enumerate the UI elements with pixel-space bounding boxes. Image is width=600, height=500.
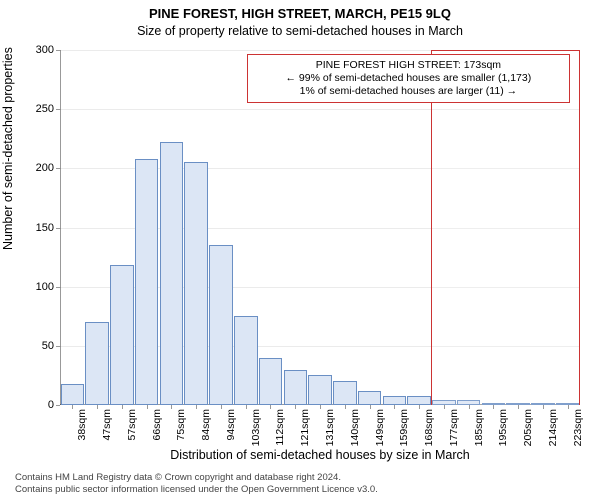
x-tick-label: 223sqm bbox=[572, 409, 584, 446]
bar bbox=[85, 322, 109, 405]
x-tick-label: 185sqm bbox=[473, 409, 485, 446]
x-tick-mark bbox=[419, 405, 420, 409]
x-tick-mark bbox=[147, 405, 148, 409]
x-tick-mark bbox=[270, 405, 271, 409]
annotation-line-3: 1% of semi-detached houses are larger (1… bbox=[254, 85, 562, 98]
x-tick-label: 131sqm bbox=[324, 409, 336, 446]
footer-line-1: Contains HM Land Registry data © Crown c… bbox=[15, 472, 585, 484]
x-tick-mark bbox=[543, 405, 544, 409]
x-tick-mark bbox=[444, 405, 445, 409]
bar-slot bbox=[209, 50, 234, 405]
footer-line-2: Contains public sector information licen… bbox=[15, 484, 585, 496]
x-axis-label: Distribution of semi-detached houses by … bbox=[60, 448, 580, 462]
x-tick-label: 112sqm bbox=[274, 409, 286, 446]
bar bbox=[61, 384, 85, 405]
x-tick-label: 214sqm bbox=[547, 409, 559, 446]
x-tick-mark bbox=[493, 405, 494, 409]
bar-slot bbox=[134, 50, 159, 405]
footer-text: Contains HM Land Registry data © Crown c… bbox=[15, 472, 585, 496]
bar-slot bbox=[60, 50, 85, 405]
bar bbox=[209, 245, 233, 405]
x-tick-label: 159sqm bbox=[398, 409, 410, 446]
plot-area: 050100150200250300 PINE FOREST HIGH STRE… bbox=[60, 50, 580, 405]
x-tick-label: 121sqm bbox=[299, 409, 311, 446]
x-tick-label: 94sqm bbox=[225, 409, 237, 441]
x-tick-mark bbox=[518, 405, 519, 409]
x-tick-mark bbox=[345, 405, 346, 409]
y-tick-label: 50 bbox=[42, 340, 60, 352]
bar bbox=[259, 358, 283, 405]
bar-slot bbox=[110, 50, 135, 405]
chart-title: PINE FOREST, HIGH STREET, MARCH, PE15 9L… bbox=[0, 6, 600, 21]
x-tick-label: 103sqm bbox=[250, 409, 262, 446]
x-tick-label: 47sqm bbox=[101, 409, 113, 441]
bar bbox=[234, 316, 258, 405]
bar bbox=[160, 142, 184, 405]
x-tick-label: 205sqm bbox=[522, 409, 534, 446]
y-tick-label: 0 bbox=[48, 399, 60, 411]
x-ticks: 38sqm 47sqm 57sqm 66sqm 75sqm 84sqm 94sqm 103sq… bbox=[60, 405, 580, 445]
y-tick-label: 150 bbox=[36, 222, 60, 234]
y-tick-label: 100 bbox=[36, 281, 60, 293]
x-tick-mark bbox=[469, 405, 470, 409]
x-tick-label: 57sqm bbox=[126, 409, 138, 441]
x-tick-mark bbox=[171, 405, 172, 409]
bar bbox=[308, 375, 332, 405]
x-tick-label: 84sqm bbox=[200, 409, 212, 441]
annotation-box: PINE FOREST HIGH STREET: 173sqm ← 99% of… bbox=[247, 54, 569, 103]
bar bbox=[135, 159, 159, 405]
x-tick-mark bbox=[394, 405, 395, 409]
x-tick-label: 149sqm bbox=[374, 409, 386, 446]
bar bbox=[407, 396, 431, 405]
x-tick-mark bbox=[196, 405, 197, 409]
x-tick-mark bbox=[320, 405, 321, 409]
x-tick-label: 195sqm bbox=[497, 409, 509, 446]
x-tick-mark bbox=[370, 405, 371, 409]
chart-subtitle: Size of property relative to semi-detach… bbox=[0, 24, 600, 38]
x-tick-label: 168sqm bbox=[423, 409, 435, 446]
x-tick-label: 38sqm bbox=[76, 409, 88, 441]
x-tick-mark bbox=[221, 405, 222, 409]
x-tick-label: 75sqm bbox=[175, 409, 187, 441]
x-tick-mark bbox=[122, 405, 123, 409]
chart-container: PINE FOREST, HIGH STREET, MARCH, PE15 9L… bbox=[0, 0, 600, 500]
bar bbox=[358, 391, 382, 405]
y-tick-label: 250 bbox=[36, 103, 60, 115]
bar bbox=[284, 370, 308, 406]
bar-slot bbox=[184, 50, 209, 405]
annotation-line-1: PINE FOREST HIGH STREET: 173sqm bbox=[254, 59, 562, 72]
x-tick-label: 66sqm bbox=[151, 409, 163, 441]
bar bbox=[110, 265, 134, 405]
x-tick-mark bbox=[568, 405, 569, 409]
y-tick-label: 200 bbox=[36, 162, 60, 174]
x-tick-label: 177sqm bbox=[448, 409, 460, 446]
bar-slot bbox=[85, 50, 110, 405]
y-axis-label: Number of semi-detached properties bbox=[1, 47, 15, 250]
x-tick-label: 140sqm bbox=[349, 409, 361, 446]
x-tick-mark bbox=[295, 405, 296, 409]
bar bbox=[333, 381, 357, 405]
x-tick-mark bbox=[97, 405, 98, 409]
annotation-line-2: ← 99% of semi-detached houses are smalle… bbox=[254, 72, 562, 85]
x-tick-mark bbox=[72, 405, 73, 409]
bar bbox=[383, 396, 407, 405]
bar-slot bbox=[159, 50, 184, 405]
y-tick-label: 300 bbox=[36, 44, 60, 56]
x-tick-mark bbox=[246, 405, 247, 409]
bar bbox=[184, 162, 208, 405]
